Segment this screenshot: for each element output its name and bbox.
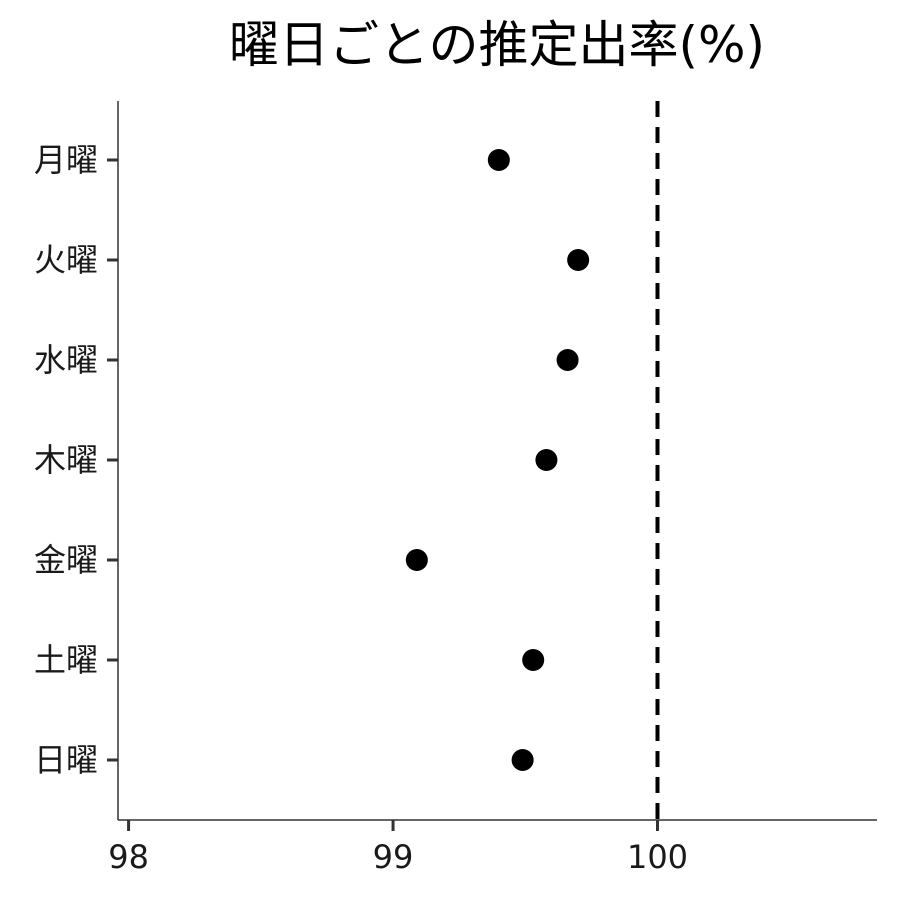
x-tick-label: 99 xyxy=(373,838,414,876)
y-tick-label: 水曜 xyxy=(34,341,98,379)
data-point xyxy=(487,149,510,171)
x-tick-label: 100 xyxy=(627,838,688,876)
data-point xyxy=(511,749,534,771)
chart-title: 曜日ごとの推定出率(%) xyxy=(229,16,765,74)
data-points xyxy=(405,149,590,771)
data-point xyxy=(535,449,558,471)
x-tick-label: 98 xyxy=(108,838,149,876)
y-tick-label: 土曜 xyxy=(34,641,98,679)
y-tick-label: 日曜 xyxy=(34,741,98,779)
data-point xyxy=(556,349,579,371)
data-point xyxy=(522,649,545,671)
y-tick-label: 月曜 xyxy=(34,141,98,179)
x-axis-ticks: 98 99 100 xyxy=(108,820,688,876)
data-point xyxy=(567,249,590,271)
y-tick-label: 木曜 xyxy=(34,441,98,479)
y-tick-label: 金曜 xyxy=(34,541,98,579)
y-tick-label: 火曜 xyxy=(34,241,98,279)
data-point xyxy=(405,549,428,571)
